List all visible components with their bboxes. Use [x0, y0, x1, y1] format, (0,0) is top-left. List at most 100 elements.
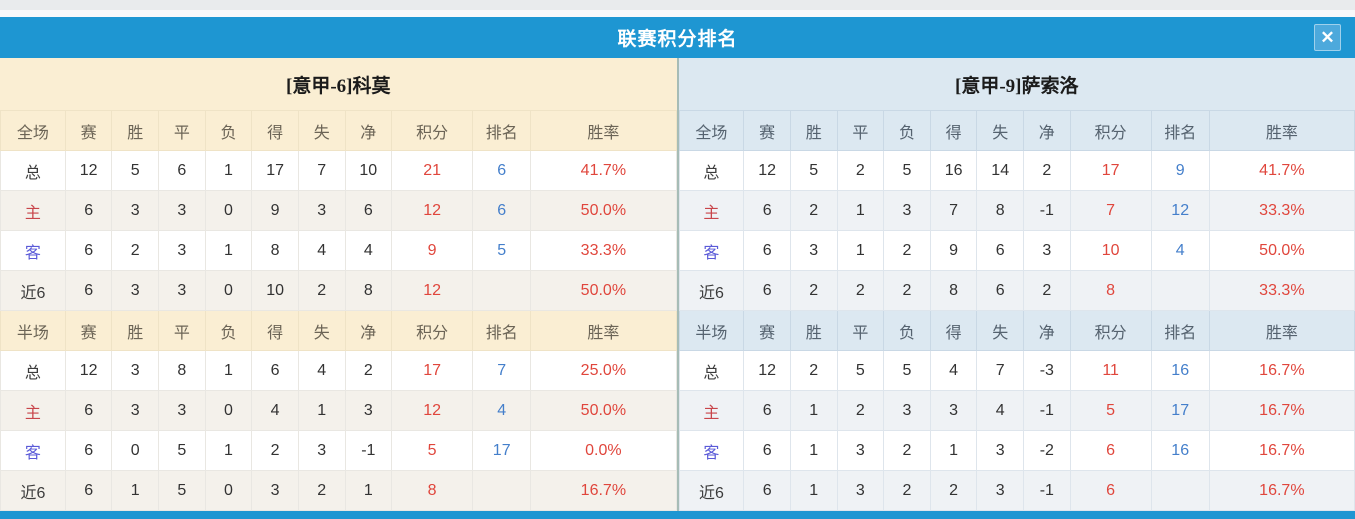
stat-cell: 2: [111, 230, 160, 271]
stat-cell: -1: [1023, 390, 1071, 431]
stat-cell: 12: [743, 150, 791, 191]
stat-cell: 6: [743, 390, 791, 431]
column-header: 排名: [1150, 110, 1210, 151]
stat-cell: 2: [1023, 150, 1071, 191]
column-header: 胜率: [530, 110, 677, 151]
column-header: 负: [883, 110, 931, 151]
column-header: 失: [976, 110, 1024, 151]
rank-cell: 6: [472, 190, 532, 231]
stat-cell: 1: [204, 230, 253, 271]
stat-cell: 5: [789, 150, 838, 191]
column-header: 半场: [678, 310, 745, 351]
stat-cell: 8: [251, 230, 299, 271]
column-header: 全场: [678, 110, 745, 151]
column-header: 净: [1023, 310, 1071, 351]
table-row: 主 6 3 3 0 4 1 3 12 4 50.0%: [0, 390, 677, 431]
stat-cell: 6: [64, 470, 113, 511]
stat-cell: 4: [344, 230, 393, 271]
win-rate-cell: 16.7%: [1208, 430, 1355, 471]
stat-cell: 2: [297, 470, 346, 511]
stat-cell: 6: [64, 190, 113, 231]
column-header: 积分: [1069, 310, 1152, 351]
stat-cell: 9: [251, 190, 299, 231]
row-label: 近6: [0, 470, 66, 511]
stat-cell: 8: [976, 190, 1024, 231]
column-header: 积分: [1069, 110, 1152, 151]
stat-cell: -2: [1023, 430, 1071, 471]
rank-cell: [1150, 470, 1210, 511]
column-header-row: 全场赛胜平负得失净积分 排名 胜率: [678, 110, 1355, 151]
points-cell: 5: [1069, 390, 1152, 431]
points-cell: 21: [391, 150, 474, 191]
team-panel: [意甲-6]科莫 全场赛胜平负得失净积分 排名 胜率总 12 5 6 1 17 7 10 21 6 41.…: [0, 58, 677, 511]
table-row: 近6 6 2 2 2 8 6 2 8 33.3%: [678, 270, 1355, 311]
column-header: 净: [1023, 110, 1071, 151]
stat-cell: 2: [836, 270, 885, 311]
stat-cell: 10: [251, 270, 299, 311]
row-label: 主: [678, 190, 745, 231]
stat-cell: 12: [64, 150, 113, 191]
rank-cell: 9: [1150, 150, 1210, 191]
rank-cell: 5: [472, 230, 532, 271]
stat-cell: 2: [789, 270, 838, 311]
rank-cell: 7: [472, 350, 532, 391]
stat-cell: 9: [929, 230, 978, 271]
row-label: 客: [678, 230, 745, 271]
points-cell: 17: [1069, 150, 1152, 191]
row-label: 近6: [0, 270, 66, 311]
rank-cell: [472, 270, 532, 311]
rank-cell: 17: [1150, 390, 1210, 431]
close-icon: ✕: [1320, 28, 1335, 47]
column-header: 胜: [111, 310, 160, 351]
stat-cell: 6: [64, 430, 113, 471]
table-row: 主 6 1 2 3 3 4 -1 5 17 16.7%: [678, 390, 1355, 431]
stat-cell: 0: [204, 390, 253, 431]
rank-cell: 4: [472, 390, 532, 431]
points-cell: 7: [1069, 190, 1152, 231]
points-cell: 6: [1069, 430, 1152, 471]
column-header: 平: [158, 310, 206, 351]
stat-cell: 6: [976, 230, 1024, 271]
stat-cell: 4: [251, 390, 299, 431]
stat-cell: 17: [251, 150, 299, 191]
stat-cell: 1: [789, 430, 838, 471]
rank-cell: 17: [472, 430, 532, 471]
stat-cell: 2: [789, 350, 838, 391]
row-label: 近6: [678, 270, 745, 311]
stat-cell: 6: [743, 430, 791, 471]
column-header-row: 半场赛胜平负得失净积分 排名 胜率: [0, 310, 677, 351]
close-button[interactable]: ✕: [1314, 24, 1341, 51]
stat-cell: 6: [743, 230, 791, 271]
stat-cell: 1: [836, 230, 885, 271]
points-cell: 11: [1069, 350, 1152, 391]
table-row: 客 6 3 1 2 9 6 3 10 4 50.0%: [678, 230, 1355, 271]
column-header: 得: [929, 110, 978, 151]
top-background-strip-light: [0, 10, 1355, 17]
win-rate-cell: 50.0%: [530, 270, 677, 311]
stat-cell: 1: [929, 430, 978, 471]
stat-cell: 6: [64, 390, 113, 431]
team-header: [意甲-9]萨索洛: [678, 58, 1355, 110]
stat-cell: 6: [64, 230, 113, 271]
stat-cell: 2: [1023, 270, 1071, 311]
dialog-title-bar: 联赛积分排名 ✕: [0, 17, 1355, 58]
stat-cell: 3: [111, 270, 160, 311]
column-header: 排名: [472, 310, 532, 351]
stat-cell: 12: [64, 350, 113, 391]
row-label: 总: [678, 150, 745, 191]
row-label: 主: [678, 390, 745, 431]
stat-cell: 6: [251, 350, 299, 391]
column-header: 净: [344, 310, 393, 351]
stat-cell: 2: [789, 190, 838, 231]
column-header: 胜率: [1208, 310, 1355, 351]
column-header: 胜: [789, 110, 838, 151]
rank-cell: 4: [1150, 230, 1210, 271]
stat-cell: 0: [204, 190, 253, 231]
dialog-title: 联赛积分排名: [617, 29, 738, 50]
stat-cell: 1: [204, 150, 253, 191]
stat-cell: 1: [836, 190, 885, 231]
column-header: 赛: [743, 310, 791, 351]
column-header: 失: [976, 310, 1024, 351]
stat-cell: 6: [158, 150, 206, 191]
column-header: 失: [297, 110, 346, 151]
